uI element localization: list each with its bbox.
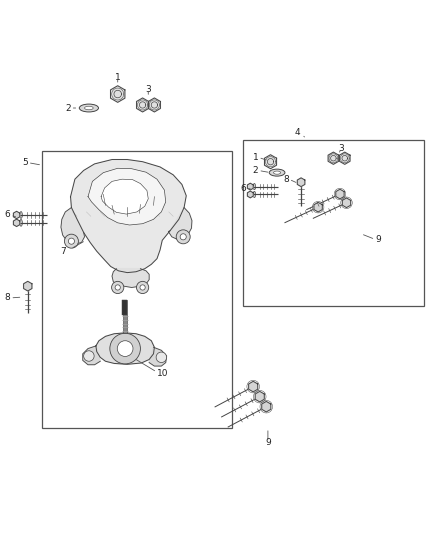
Polygon shape xyxy=(168,207,192,239)
Polygon shape xyxy=(96,333,154,364)
Polygon shape xyxy=(297,178,305,187)
Circle shape xyxy=(112,281,124,294)
Text: 8: 8 xyxy=(283,175,289,184)
Text: 2: 2 xyxy=(253,166,258,175)
Circle shape xyxy=(115,285,120,290)
Ellipse shape xyxy=(85,106,93,110)
Polygon shape xyxy=(14,219,20,227)
Polygon shape xyxy=(265,155,276,169)
Polygon shape xyxy=(343,198,351,207)
Ellipse shape xyxy=(20,220,22,226)
Polygon shape xyxy=(262,401,271,412)
Polygon shape xyxy=(314,203,322,212)
Text: 6: 6 xyxy=(4,211,11,220)
Polygon shape xyxy=(14,211,20,219)
Polygon shape xyxy=(247,183,253,190)
Text: 1: 1 xyxy=(115,73,120,82)
Circle shape xyxy=(140,285,145,290)
Polygon shape xyxy=(137,98,148,112)
Polygon shape xyxy=(112,269,149,287)
Ellipse shape xyxy=(79,104,99,112)
Polygon shape xyxy=(148,98,160,112)
Text: 2: 2 xyxy=(65,103,71,112)
Text: 4: 4 xyxy=(295,127,300,136)
Circle shape xyxy=(180,234,186,240)
Circle shape xyxy=(64,234,78,248)
Polygon shape xyxy=(255,391,264,402)
Ellipse shape xyxy=(253,191,256,198)
Circle shape xyxy=(68,238,74,244)
Text: 6: 6 xyxy=(240,184,246,193)
Polygon shape xyxy=(110,86,125,102)
Text: 7: 7 xyxy=(60,247,66,256)
Circle shape xyxy=(176,230,190,244)
Ellipse shape xyxy=(253,183,256,190)
Text: 3: 3 xyxy=(145,85,151,94)
Circle shape xyxy=(117,341,133,357)
Bar xyxy=(122,300,127,315)
Ellipse shape xyxy=(20,212,22,219)
Ellipse shape xyxy=(269,169,285,176)
Polygon shape xyxy=(149,348,166,366)
Polygon shape xyxy=(247,191,253,198)
Polygon shape xyxy=(249,381,258,392)
Text: 1: 1 xyxy=(253,153,258,162)
Circle shape xyxy=(84,351,94,361)
Polygon shape xyxy=(336,189,344,199)
Text: 5: 5 xyxy=(22,158,28,167)
Text: 8: 8 xyxy=(4,294,11,302)
Polygon shape xyxy=(88,168,166,225)
Polygon shape xyxy=(101,179,148,214)
Text: 9: 9 xyxy=(265,438,271,447)
Bar xyxy=(42,151,232,428)
Polygon shape xyxy=(61,207,85,244)
Polygon shape xyxy=(328,152,339,164)
Circle shape xyxy=(156,352,166,362)
Ellipse shape xyxy=(274,171,281,174)
Circle shape xyxy=(110,333,141,364)
Polygon shape xyxy=(339,152,350,164)
Bar xyxy=(123,300,127,333)
Polygon shape xyxy=(24,281,32,291)
Bar xyxy=(243,140,424,306)
Text: 10: 10 xyxy=(157,369,169,378)
Text: 3: 3 xyxy=(339,144,344,153)
Circle shape xyxy=(137,281,149,294)
Polygon shape xyxy=(83,346,100,365)
Polygon shape xyxy=(71,159,186,272)
Text: 9: 9 xyxy=(375,235,381,244)
